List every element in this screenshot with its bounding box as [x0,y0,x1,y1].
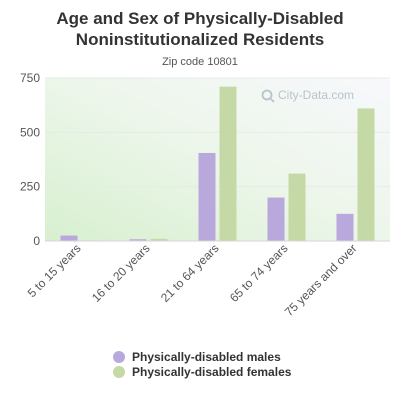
watermark-search-icon [261,89,273,101]
legend-label-1: Physically-disabled females [132,365,292,379]
legend: Physically-disabled malesPhysically-disa… [113,350,292,379]
bar-males-1[interactable] [129,239,147,241]
x-tick-label-0: 5 to 15 years [25,241,84,300]
y-tick-label-2: 500 [20,125,40,139]
legend-label-0: Physically-disabled males [132,350,281,364]
x-tick-label-1: 16 to 20 years [89,241,153,305]
bar-females-3[interactable] [288,173,306,241]
bar-females-2[interactable] [219,86,237,242]
plot-area [45,78,390,241]
bar-females-1[interactable] [150,238,168,241]
bar-males-0[interactable] [60,235,78,241]
bar-males-3[interactable] [267,197,285,241]
watermark-text: City-Data.com [278,88,354,102]
watermark-search-icon-handle [269,97,275,103]
watermark: City-Data.com [261,88,354,103]
bar-males-4[interactable] [336,213,354,241]
x-tick-label-4: 75 years and over [282,241,360,319]
bars [60,86,375,242]
legend-swatch-0 [113,351,125,363]
bar-females-4[interactable] [357,108,375,241]
grid-lines [45,77,390,188]
chart-subtitle: Zip code 10801 [162,56,238,68]
bar-males-2[interactable] [198,152,216,241]
y-tick-label-3: 750 [20,71,40,85]
x-tick-label-2: 21 to 64 years [158,241,222,305]
chart-title-line1: Age and Sex of Physically-Disabled [56,9,343,28]
x-tick-label-3: 65 to 74 years [227,241,291,305]
y-tick-label-0: 0 [33,234,40,248]
chart-title-line2: Noninstitutionalized Residents [76,30,324,49]
y-tick-label-1: 250 [20,180,40,194]
legend-swatch-1 [113,366,125,378]
